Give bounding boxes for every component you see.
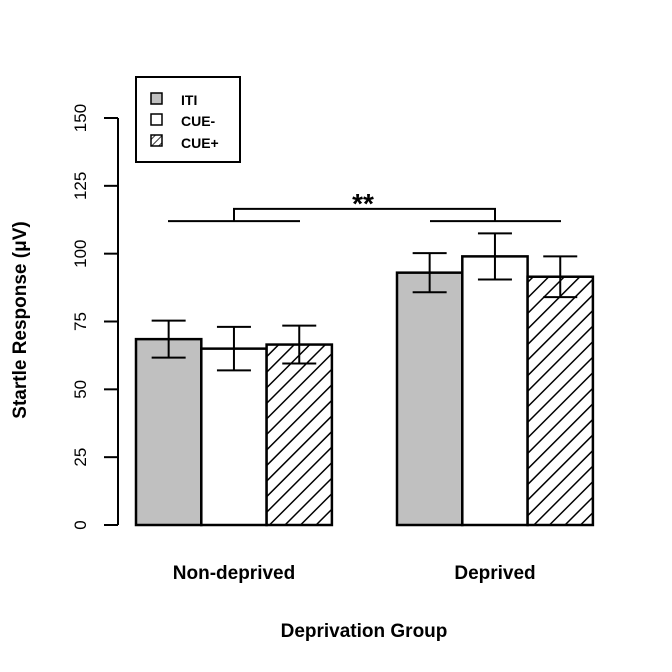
- y-tick-label: 0: [71, 520, 90, 529]
- x-axis-title: Deprivation Group: [281, 621, 448, 642]
- bar-non-deprived-cue-plus: [265, 343, 334, 527]
- y-tick-label: 100: [71, 239, 90, 267]
- category-label-non-deprived: Non-deprived: [173, 563, 295, 584]
- category-label-deprived: Deprived: [454, 563, 535, 584]
- legend-swatch-cue-plus: [150, 134, 163, 147]
- y-axis-title: Startle Response (μV): [10, 221, 31, 418]
- error-bar-deprived-cue-plus: [543, 255, 578, 299]
- legend-swatch-iti: [150, 92, 163, 105]
- error-bar-non-deprived-iti: [151, 319, 186, 359]
- bracket-connector: [233, 207, 496, 222]
- bars: [134, 255, 595, 527]
- y-axis: 0 25 50 75 100 125 150: [71, 104, 119, 530]
- error-bars: [151, 232, 578, 372]
- bar-deprived-cue-plus: [526, 275, 595, 527]
- y-tick-label: 150: [71, 104, 90, 132]
- y-tick-label: 75: [71, 312, 90, 331]
- legend-label-cue-plus: CUE+: [181, 135, 219, 151]
- category-labels: Non-deprived Deprived: [173, 563, 536, 584]
- bar-deprived-iti: [395, 271, 464, 527]
- bar-deprived-cue-minus: [461, 255, 529, 527]
- y-tick-label: 125: [71, 172, 90, 200]
- error-bar-non-deprived-cue-minus: [216, 325, 251, 372]
- significance-bracket: [168, 207, 561, 223]
- error-bar-deprived-iti: [412, 252, 447, 294]
- y-tick-label: 25: [71, 448, 90, 467]
- error-bar-deprived-cue-minus: [477, 232, 512, 281]
- legend-swatch-cue-minus: [150, 113, 163, 126]
- legend-label-cue-minus: CUE-: [181, 113, 216, 129]
- significance-label: **: [352, 188, 374, 219]
- legend: ITI CUE- CUE+: [135, 76, 241, 163]
- bar-non-deprived-iti: [134, 337, 203, 527]
- bar-non-deprived-cue-minus: [200, 347, 268, 527]
- error-bar-non-deprived-cue-plus: [282, 324, 317, 365]
- legend-label-iti: ITI: [181, 92, 197, 108]
- y-tick-label: 50: [71, 380, 90, 399]
